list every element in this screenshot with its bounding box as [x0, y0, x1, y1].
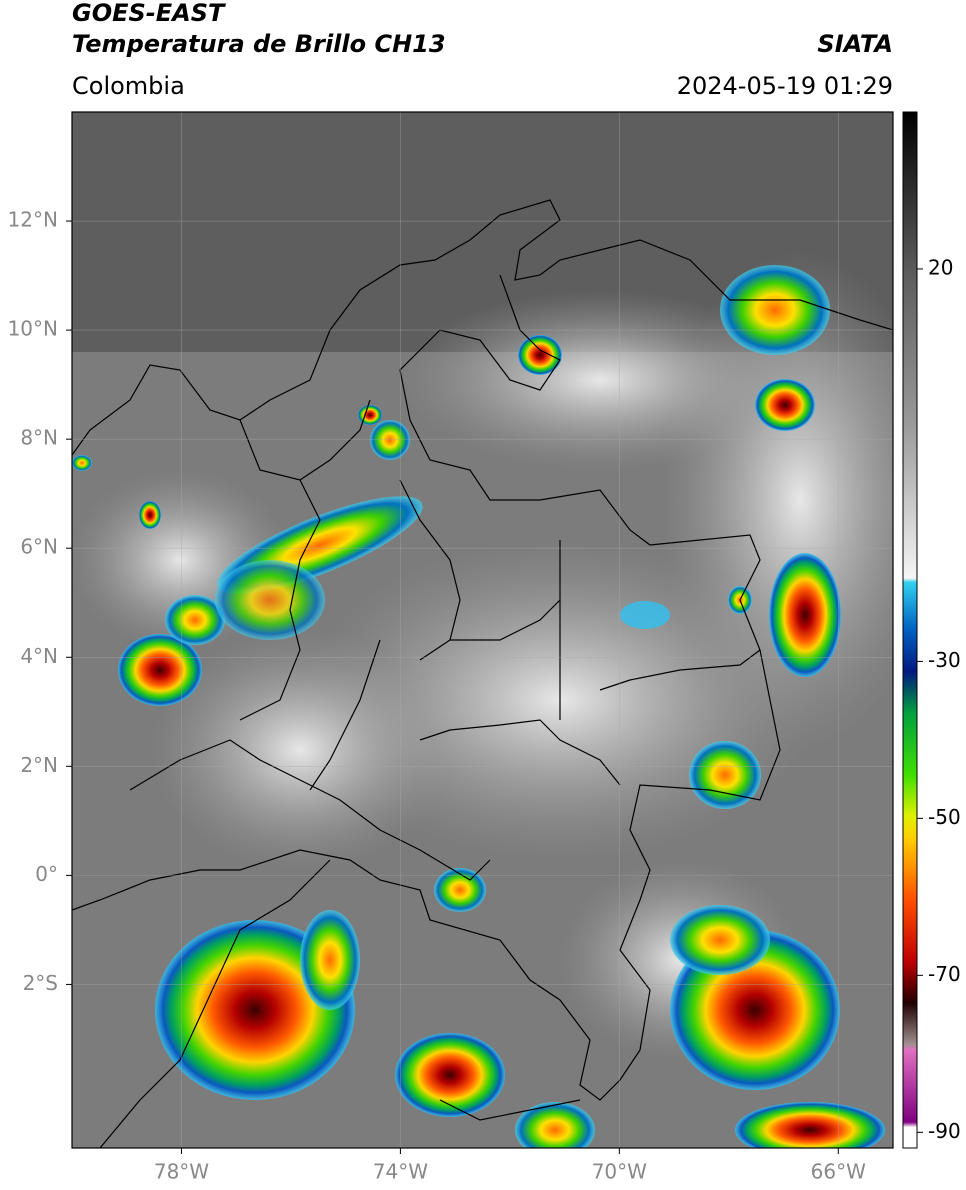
- y-tick-label: 0°: [35, 862, 58, 886]
- map-frame: [71, 111, 894, 1149]
- y-tick-label: 2°S: [23, 971, 58, 995]
- storms: [72, 265, 885, 1148]
- x-tick-label: 70°W: [592, 1160, 647, 1184]
- map: [72, 112, 893, 1148]
- source: SIATA: [817, 30, 893, 58]
- subtitle: Temperatura de Brillo CH13: [72, 30, 446, 58]
- colorbar: [902, 111, 918, 1149]
- y-tick-label: 2°N: [20, 753, 58, 777]
- ticks: 78°W 74°W 70°W 66°W 12°N 10°N 8°N 6°N 4°N 2°N 0° 2°…: [8, 208, 961, 1184]
- y-tick-label: 10°N: [8, 317, 58, 341]
- x-tick-label: 78°W: [154, 1160, 209, 1184]
- y-tick-label: 12°N: [8, 208, 58, 232]
- colorbar-tick-label: -30: [928, 648, 961, 672]
- x-tick-label: 66°W: [811, 1160, 866, 1184]
- y-tick-label: 8°N: [20, 426, 58, 450]
- y-tick-label: 6°N: [20, 535, 58, 559]
- region: Colombia: [72, 72, 185, 100]
- y-tick-label: 4°N: [20, 644, 58, 668]
- borders: [72, 199, 893, 1148]
- colorbar-tick-label: -70: [928, 962, 961, 986]
- colorbar-tick-label: -90: [928, 1119, 961, 1143]
- x-tick-label: 74°W: [373, 1160, 428, 1184]
- colorbar-tick-label: 20: [928, 255, 953, 279]
- graticule: [72, 112, 893, 1148]
- title: GOES-EAST: [72, 0, 226, 27]
- colorbar-tick-label: -50: [928, 805, 961, 829]
- datetime: 2024-05-19 01:29: [677, 72, 893, 100]
